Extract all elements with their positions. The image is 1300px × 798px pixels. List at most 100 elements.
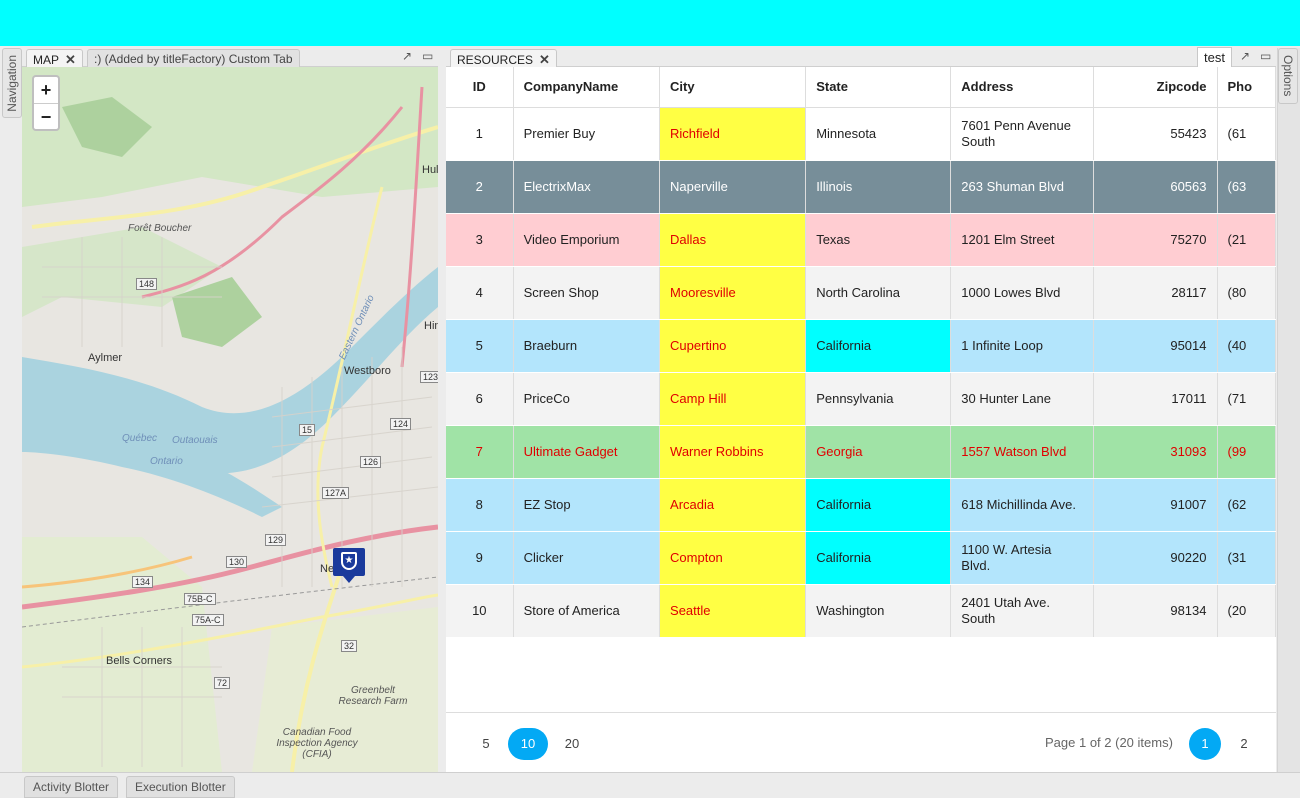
cell-city: Seattle bbox=[659, 584, 807, 637]
resources-tabbar: RESOURCES ✕ test ↗ ▭ bbox=[446, 47, 1276, 67]
tab-resources[interactable]: RESOURCES ✕ bbox=[450, 49, 557, 67]
column-header-address[interactable]: Address bbox=[950, 67, 1094, 108]
options-tab-label: Options bbox=[1281, 55, 1295, 97]
road-shield: 15 bbox=[299, 424, 316, 436]
map-tabbar: MAP ✕ :) (Added by titleFactory) Custom T… bbox=[22, 47, 438, 67]
cell-phone: (62 bbox=[1217, 478, 1276, 532]
table-row[interactable]: 7 Ultimate Gadget Warner Robbins Georgia… bbox=[446, 425, 1276, 479]
page-size-10[interactable]: 10 bbox=[508, 728, 548, 760]
tab-resources-label: RESOURCES bbox=[457, 53, 534, 67]
cell-state: Texas bbox=[805, 213, 952, 267]
cell-company: Store of America bbox=[513, 584, 661, 637]
cell-state: North Carolina bbox=[805, 266, 952, 320]
cell-state: Illinois bbox=[805, 160, 952, 214]
table-row[interactable]: 10 Store of America Seattle Washington 2… bbox=[446, 584, 1276, 637]
cell-company: ElectrixMax bbox=[513, 160, 661, 214]
cell-address: 30 Hunter Lane bbox=[950, 372, 1094, 426]
cell-state: Washington bbox=[805, 584, 952, 637]
page-size-5[interactable]: 5 bbox=[482, 736, 490, 751]
cell-phone: (20 bbox=[1217, 584, 1276, 637]
cell-address: 263 Shuman Blvd bbox=[950, 160, 1094, 214]
popout-icon[interactable]: ↗ bbox=[402, 49, 413, 63]
cell-state: California bbox=[805, 319, 952, 373]
navigation-tab-label: Navigation bbox=[5, 55, 19, 112]
table-row[interactable]: 1 Premier Buy Richfield Minnesota 7601 P… bbox=[446, 107, 1276, 161]
table-row[interactable]: 8 EZ Stop Arcadia California 618 Michill… bbox=[446, 478, 1276, 532]
road-shield: 75A-C bbox=[192, 614, 224, 626]
right-dock-strip bbox=[1277, 48, 1300, 772]
column-header-city[interactable]: City bbox=[659, 67, 807, 108]
close-icon[interactable]: ✕ bbox=[65, 52, 76, 67]
cell-id: 4 bbox=[446, 266, 514, 320]
tab-custom-label: :) (Added by titleFactory) Custom Tab bbox=[94, 52, 293, 66]
map-view[interactable]: + − Forêt Boucher Aylmer Westboro Québec… bbox=[22, 67, 438, 772]
cell-address: 618 Michillinda Ave. bbox=[950, 478, 1094, 532]
road-shield: 134 bbox=[132, 576, 154, 588]
tab-activity-blotter[interactable]: Activity Blotter bbox=[24, 776, 119, 798]
cell-address: 1100 W. Artesia Blvd. bbox=[950, 531, 1094, 585]
column-header-zipcode[interactable]: Zipcode bbox=[1093, 67, 1218, 108]
cell-city: Dallas bbox=[659, 213, 807, 267]
cell-id: 9 bbox=[446, 531, 514, 585]
pager: 5 10 20 Page 1 of 2 (20 items) 1 2 bbox=[446, 712, 1276, 772]
cell-address: 1 Infinite Loop bbox=[950, 319, 1094, 373]
navigation-side-tab[interactable]: Navigation bbox=[2, 48, 22, 118]
map-label-ne: Ne bbox=[320, 563, 335, 575]
cell-phone: (99 bbox=[1217, 425, 1276, 479]
tab-map-label: MAP bbox=[33, 53, 60, 67]
maximize-icon[interactable]: ▭ bbox=[422, 49, 434, 63]
page-button-2[interactable]: 2 bbox=[1240, 736, 1248, 751]
location-marker[interactable]: ★ bbox=[333, 548, 365, 583]
test-button[interactable]: test bbox=[1197, 47, 1232, 67]
map-label-aylmer: Aylmer bbox=[88, 352, 123, 364]
top-banner bbox=[0, 0, 1300, 46]
cell-zipcode: 55423 bbox=[1093, 107, 1218, 161]
options-side-tab[interactable]: Options bbox=[1278, 48, 1298, 104]
page-button-1[interactable]: 1 bbox=[1189, 728, 1221, 760]
zoom-in-button[interactable]: + bbox=[40, 80, 52, 100]
road-shield: 148 bbox=[136, 278, 158, 290]
cell-state: Pennsylvania bbox=[805, 372, 952, 426]
column-header-phone[interactable]: Pho bbox=[1217, 67, 1276, 108]
cell-id: 6 bbox=[446, 372, 514, 426]
cell-zipcode: 91007 bbox=[1093, 478, 1218, 532]
cell-address: 1201 Elm Street bbox=[950, 213, 1094, 267]
tab-custom[interactable]: :) (Added by titleFactory) Custom Tab bbox=[87, 49, 300, 67]
cell-id: 7 bbox=[446, 425, 514, 479]
table-row[interactable]: 6 PriceCo Camp Hill Pennsylvania 30 Hunt… bbox=[446, 372, 1276, 426]
cell-city: Camp Hill bbox=[659, 372, 807, 426]
cell-id: 10 bbox=[446, 584, 514, 637]
column-header-company[interactable]: CompanyName bbox=[513, 67, 661, 108]
zoom-out-button[interactable]: − bbox=[34, 103, 58, 129]
table-header-row: ID CompanyName City State Address Zipcod… bbox=[446, 67, 1276, 108]
table-row[interactable]: 9 Clicker Compton California 1100 W. Art… bbox=[446, 531, 1276, 585]
table-row[interactable]: 5 Braeburn Cupertino California 1 Infini… bbox=[446, 319, 1276, 373]
cell-city: Naperville bbox=[659, 160, 807, 214]
popout-icon[interactable]: ↗ bbox=[1240, 49, 1251, 63]
table-row[interactable]: 4 Screen Shop Mooresville North Carolina… bbox=[446, 266, 1276, 320]
road-shield: 126 bbox=[360, 456, 382, 468]
cell-address: 1000 Lowes Blvd bbox=[950, 266, 1094, 320]
cell-city: Compton bbox=[659, 531, 807, 585]
column-header-id[interactable]: ID bbox=[446, 67, 514, 108]
table-row[interactable]: 3 Video Emporium Dallas Texas 1201 Elm S… bbox=[446, 213, 1276, 267]
map-label-outaouais: Outaouais bbox=[172, 435, 218, 446]
close-icon[interactable]: ✕ bbox=[539, 52, 550, 67]
cell-city: Arcadia bbox=[659, 478, 807, 532]
tab-execution-blotter[interactable]: Execution Blotter bbox=[126, 776, 235, 798]
tab-map[interactable]: MAP ✕ bbox=[26, 49, 83, 67]
cell-zipcode: 75270 bbox=[1093, 213, 1218, 267]
road-shield: 129 bbox=[265, 534, 287, 546]
road-shield: 124 bbox=[390, 418, 412, 430]
cell-zipcode: 60563 bbox=[1093, 160, 1218, 214]
map-tiles bbox=[22, 67, 438, 772]
map-label-hul: Hul bbox=[422, 164, 438, 176]
cell-city: Cupertino bbox=[659, 319, 807, 373]
cell-company: Ultimate Gadget bbox=[513, 425, 661, 479]
cell-company: Video Emporium bbox=[513, 213, 661, 267]
table-row-selected[interactable]: 2 ElectrixMax Naperville Illinois 263 Sh… bbox=[446, 160, 1276, 214]
column-header-state[interactable]: State bbox=[805, 67, 952, 108]
road-shield: 123 bbox=[420, 371, 438, 383]
maximize-icon[interactable]: ▭ bbox=[1260, 49, 1272, 63]
page-size-20[interactable]: 20 bbox=[564, 736, 580, 751]
